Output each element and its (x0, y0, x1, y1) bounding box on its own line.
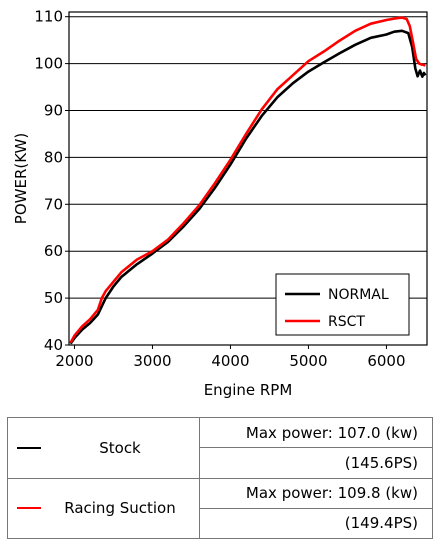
x-tick-label-4000: 4000 (211, 352, 249, 370)
y-tick-label-60: 60 (44, 242, 63, 260)
y-tick-label-50: 50 (44, 289, 63, 307)
ps-stock: (145.6PS) (199, 447, 433, 479)
summary-table: Stock Max power: 107.0 (kw) (145.6PS) Ra… (7, 416, 433, 540)
x-tick-labels: 2000 3000 4000 5000 6000 (55, 352, 405, 370)
legend-box (275, 273, 410, 336)
x-tick-label-3000: 3000 (133, 352, 171, 370)
series-line-normal (69, 29, 427, 345)
y-tick-label-40: 40 (44, 336, 63, 354)
y-tick-label-90: 90 (44, 101, 63, 119)
series-cell-stock: Stock (7, 417, 200, 479)
red-line-swatch-icon (17, 507, 41, 510)
table-row-racing-ps: (149.4PS) (8, 507, 433, 540)
series-cell-racing: Racing Suction (7, 477, 200, 539)
x-axis-label: Engine RPM (204, 381, 293, 399)
max-power-racing: Max power: 109.8 (kw) (199, 477, 433, 509)
x-tick-label-5000: 5000 (289, 352, 327, 370)
series-name-stock: Stock (99, 438, 141, 457)
legend-label-rsct: RSCT (328, 314, 365, 330)
grid-lines (65, 16, 427, 349)
black-line-swatch-icon (17, 446, 41, 449)
y-tick-label-110: 110 (34, 8, 63, 26)
x-tick-label-6000: 6000 (367, 352, 405, 370)
y-tick-label-80: 80 (44, 148, 63, 166)
series-lines (69, 16, 427, 345)
x-tick-label-2000: 2000 (55, 352, 93, 370)
plot-frame (68, 11, 428, 346)
ps-racing: (149.4PS) (199, 507, 433, 540)
y-tick-label-100: 100 (34, 55, 63, 73)
table-row-stock: Stock Max power: 107.0 (kw) (7, 416, 433, 479)
legend-label-normal: NORMAL (328, 287, 389, 303)
series-name-racing: Racing Suction (64, 499, 176, 518)
table-row-racing: Racing Suction Max power: 109.8 (kw) (7, 477, 433, 539)
y-axis-label: POWER(KW) (12, 133, 30, 224)
legend: NORMAL RSCT (275, 273, 410, 336)
max-power-stock: Max power: 107.0 (kw) (199, 416, 433, 449)
y-tick-labels: 40 50 60 70 80 90 100 110 (34, 8, 63, 354)
series-line-rsct (69, 16, 426, 344)
y-tick-label-70: 70 (44, 195, 63, 213)
